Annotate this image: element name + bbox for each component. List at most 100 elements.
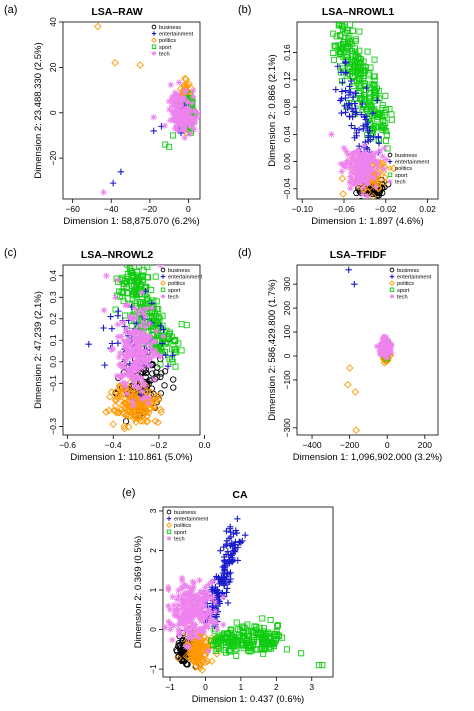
tech-point <box>366 165 373 172</box>
tech-point <box>100 188 107 196</box>
tech-point <box>184 626 191 633</box>
entertainment-point <box>214 602 222 610</box>
politics-point <box>115 408 124 417</box>
legend-marker-tech <box>151 51 157 56</box>
politics-point <box>134 408 143 417</box>
tech-point <box>118 373 125 380</box>
tech-point <box>150 352 158 360</box>
x-axis-label: Dimension 1: 1.897 (4.6%) <box>311 216 423 227</box>
tech-point <box>196 626 203 634</box>
tech-point <box>153 327 160 335</box>
politics-point <box>152 392 160 401</box>
sport-point <box>240 629 247 636</box>
tech-point <box>174 608 182 615</box>
entertainment-point <box>358 111 365 118</box>
tech-point <box>380 347 387 355</box>
tech-point <box>385 347 392 354</box>
legend-marker-entertainment <box>160 274 166 279</box>
y-tick-label: 100 <box>282 325 292 339</box>
y-tick-label: 200 <box>282 301 292 315</box>
tech-point <box>177 95 184 103</box>
tech-point <box>136 336 144 344</box>
sport-point <box>123 283 130 290</box>
tech-point <box>135 351 142 359</box>
tech-point <box>205 623 212 631</box>
entertainment-point <box>107 313 114 320</box>
politics-point <box>102 408 110 416</box>
tech-point <box>128 347 135 354</box>
entertainment-point <box>231 548 239 555</box>
tech-point <box>129 402 137 409</box>
business-point <box>158 370 165 377</box>
legend-label-entertainment: entertainment <box>174 517 209 523</box>
entertainment-point <box>227 575 234 583</box>
plot-frame <box>62 264 201 436</box>
tech-point <box>177 103 184 110</box>
tech-point <box>176 628 183 635</box>
tech-point <box>195 610 202 617</box>
sport-point <box>364 48 371 55</box>
tech-point <box>138 289 145 296</box>
sport-point <box>346 65 353 72</box>
tech-point <box>169 110 176 118</box>
tech-point <box>137 344 144 351</box>
tech-point <box>140 379 147 386</box>
sport-point <box>153 298 160 305</box>
tech-point <box>361 155 368 163</box>
entertainment-point <box>215 596 222 603</box>
tech-point <box>127 353 134 360</box>
tech-point <box>188 100 195 107</box>
business-point <box>146 377 153 384</box>
sport-point <box>354 64 361 71</box>
tech-point <box>187 122 195 130</box>
politics-point <box>379 159 387 168</box>
tech-point <box>181 581 188 589</box>
plot-frame <box>296 264 439 436</box>
tech-point <box>205 608 212 616</box>
tech-point <box>190 631 198 639</box>
tech-point <box>126 329 134 336</box>
tech-point <box>355 168 363 175</box>
tech-point <box>191 126 198 133</box>
sport-point <box>233 619 240 626</box>
tech-point <box>182 590 189 597</box>
x-tick-label: 3 <box>309 682 314 692</box>
politics-point <box>130 415 139 423</box>
legend-label-business: business <box>397 268 419 274</box>
tech-point <box>202 623 209 630</box>
entertainment-point <box>342 109 349 116</box>
entertainment-point <box>227 523 234 530</box>
legend-label-politics: politics <box>168 281 185 287</box>
legend-marker-business <box>387 152 393 158</box>
tech-point <box>146 362 153 369</box>
legend-label-entertainment: entertainment <box>395 160 430 166</box>
tech-point <box>147 355 154 363</box>
entertainment-point <box>228 552 235 559</box>
entertainment-point <box>108 340 116 347</box>
politics-point <box>111 406 119 415</box>
tech-point <box>355 177 363 184</box>
tech-point <box>173 118 180 125</box>
tech-point <box>132 334 139 342</box>
tech-point <box>177 615 184 623</box>
tech-point <box>188 117 195 125</box>
tech-point <box>364 175 371 183</box>
politics-point <box>151 417 159 425</box>
y-tick-label: −1 <box>148 664 158 674</box>
entertainment-point <box>162 351 169 359</box>
y-tick-label: −0.3 <box>48 418 58 435</box>
entertainment-point <box>117 168 125 175</box>
sport-point <box>274 623 281 630</box>
tech-point <box>200 629 207 636</box>
tech-point <box>115 354 123 361</box>
tech-point <box>372 184 379 191</box>
tech-point <box>203 595 211 602</box>
tech-point <box>181 616 188 624</box>
sport-point <box>120 290 127 297</box>
entertainment-point <box>351 125 359 132</box>
entertainment-point <box>359 100 366 108</box>
politics-point <box>124 412 133 420</box>
tech-point <box>381 145 388 152</box>
politics-point <box>205 643 214 652</box>
business-point <box>148 385 155 392</box>
